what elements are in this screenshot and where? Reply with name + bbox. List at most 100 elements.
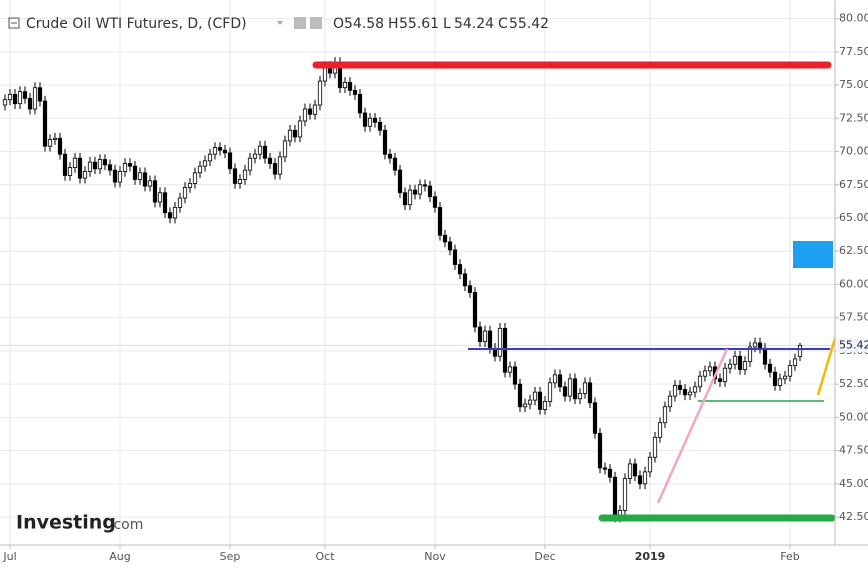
candle-body — [217, 147, 223, 151]
ohlc-key: H — [388, 16, 399, 32]
candle-body — [352, 89, 358, 95]
candle-body — [187, 183, 193, 188]
x-tick-label: 2019 — [635, 550, 666, 563]
last-price-tag — [836, 338, 868, 353]
candle-body — [457, 264, 463, 275]
candle-body — [57, 137, 63, 155]
candle-body — [142, 172, 148, 187]
candle-body — [282, 140, 288, 158]
x-tick-label: Jul — [2, 550, 16, 563]
candle-body — [382, 129, 388, 155]
candle-body — [397, 169, 403, 194]
candle-body — [267, 157, 273, 164]
x-tick-label: Sep — [220, 550, 241, 563]
candle-body — [487, 330, 493, 349]
ohlc-key: C — [498, 16, 508, 32]
candle-body — [137, 172, 143, 180]
candle-body — [432, 196, 438, 208]
candle-body — [637, 475, 643, 485]
candle-body — [372, 117, 378, 123]
candle-body — [122, 163, 128, 172]
x-tick-label: Nov — [424, 550, 446, 563]
candle-body — [742, 361, 748, 370]
candle-body — [77, 157, 83, 179]
y-tick-label: 50.00 — [839, 410, 868, 423]
candle-body — [167, 212, 173, 219]
collapse-icon[interactable] — [8, 17, 20, 29]
candle-body — [607, 468, 613, 478]
candle-body — [767, 363, 773, 373]
candle-body — [247, 157, 253, 171]
grid — [0, 0, 835, 545]
candle-body — [417, 184, 423, 195]
y-tick-label: 75.00 — [839, 78, 868, 91]
candle-body — [292, 129, 298, 138]
candle-body — [502, 327, 508, 373]
candle-body — [702, 370, 708, 377]
candle-body — [727, 363, 733, 369]
candle-body — [287, 129, 293, 142]
close-icon[interactable] — [310, 17, 322, 29]
candle-body — [197, 165, 203, 174]
candle-body — [302, 108, 308, 122]
candle-body — [357, 93, 363, 114]
candle-body — [97, 159, 103, 170]
candle-body — [27, 97, 33, 110]
candle-body — [672, 385, 678, 397]
y-tick-label: 47.50 — [839, 444, 868, 457]
y-tick-label: 77.50 — [839, 45, 868, 58]
candle-body — [272, 163, 278, 175]
candle-body — [107, 164, 113, 171]
candle-body — [347, 82, 353, 91]
candle-body — [532, 391, 538, 401]
candle-body — [752, 342, 758, 348]
candle-body — [522, 403, 528, 408]
candle-body — [682, 389, 688, 396]
candle-body — [572, 378, 578, 400]
candle-body — [547, 382, 553, 402]
logo-suffix: .com — [109, 517, 143, 533]
candle-body — [177, 197, 183, 208]
settings-icon[interactable] — [294, 17, 306, 29]
logo-brand: Investing — [16, 512, 116, 534]
candle-body — [772, 371, 778, 386]
candle-body — [732, 355, 738, 365]
ohlc-readout: O 54.58 H 55.61 L 54.24 C 55.42 — [333, 16, 549, 32]
candle-body — [172, 206, 178, 219]
y-tick-label: 70.00 — [839, 145, 868, 158]
candle-body — [622, 478, 628, 511]
candle-body — [2, 99, 8, 106]
candle-body — [467, 285, 473, 293]
candle-body — [452, 249, 458, 265]
candle-body — [777, 378, 783, 386]
y-tick-label: 72.50 — [839, 111, 868, 124]
dropdown-icon[interactable] — [277, 21, 283, 25]
candle-body — [562, 386, 568, 397]
candle-body — [42, 100, 48, 147]
candle-body — [667, 395, 673, 408]
candle-body — [147, 180, 153, 187]
y-tick-label: 45.00 — [839, 477, 868, 490]
candle-body — [67, 167, 73, 176]
y-tick-label: 57.50 — [839, 311, 868, 324]
candle-body — [322, 66, 328, 82]
candle-body — [797, 344, 803, 357]
candle-body — [477, 326, 483, 343]
candle-body — [747, 346, 753, 362]
candle-body — [262, 145, 268, 159]
candle-body — [587, 382, 593, 404]
candle-body — [317, 80, 323, 106]
candle-body — [602, 467, 608, 470]
candle-body — [222, 149, 228, 154]
candle-body — [692, 386, 698, 393]
candle-body — [447, 241, 453, 251]
candle-body — [792, 358, 798, 366]
x-tick-label: Feb — [780, 550, 799, 563]
candle-body — [412, 189, 418, 195]
candle-body — [662, 406, 668, 424]
candle-body — [7, 93, 13, 101]
candle-body — [497, 327, 503, 357]
candle-body — [537, 391, 543, 410]
candle-body — [277, 156, 283, 175]
